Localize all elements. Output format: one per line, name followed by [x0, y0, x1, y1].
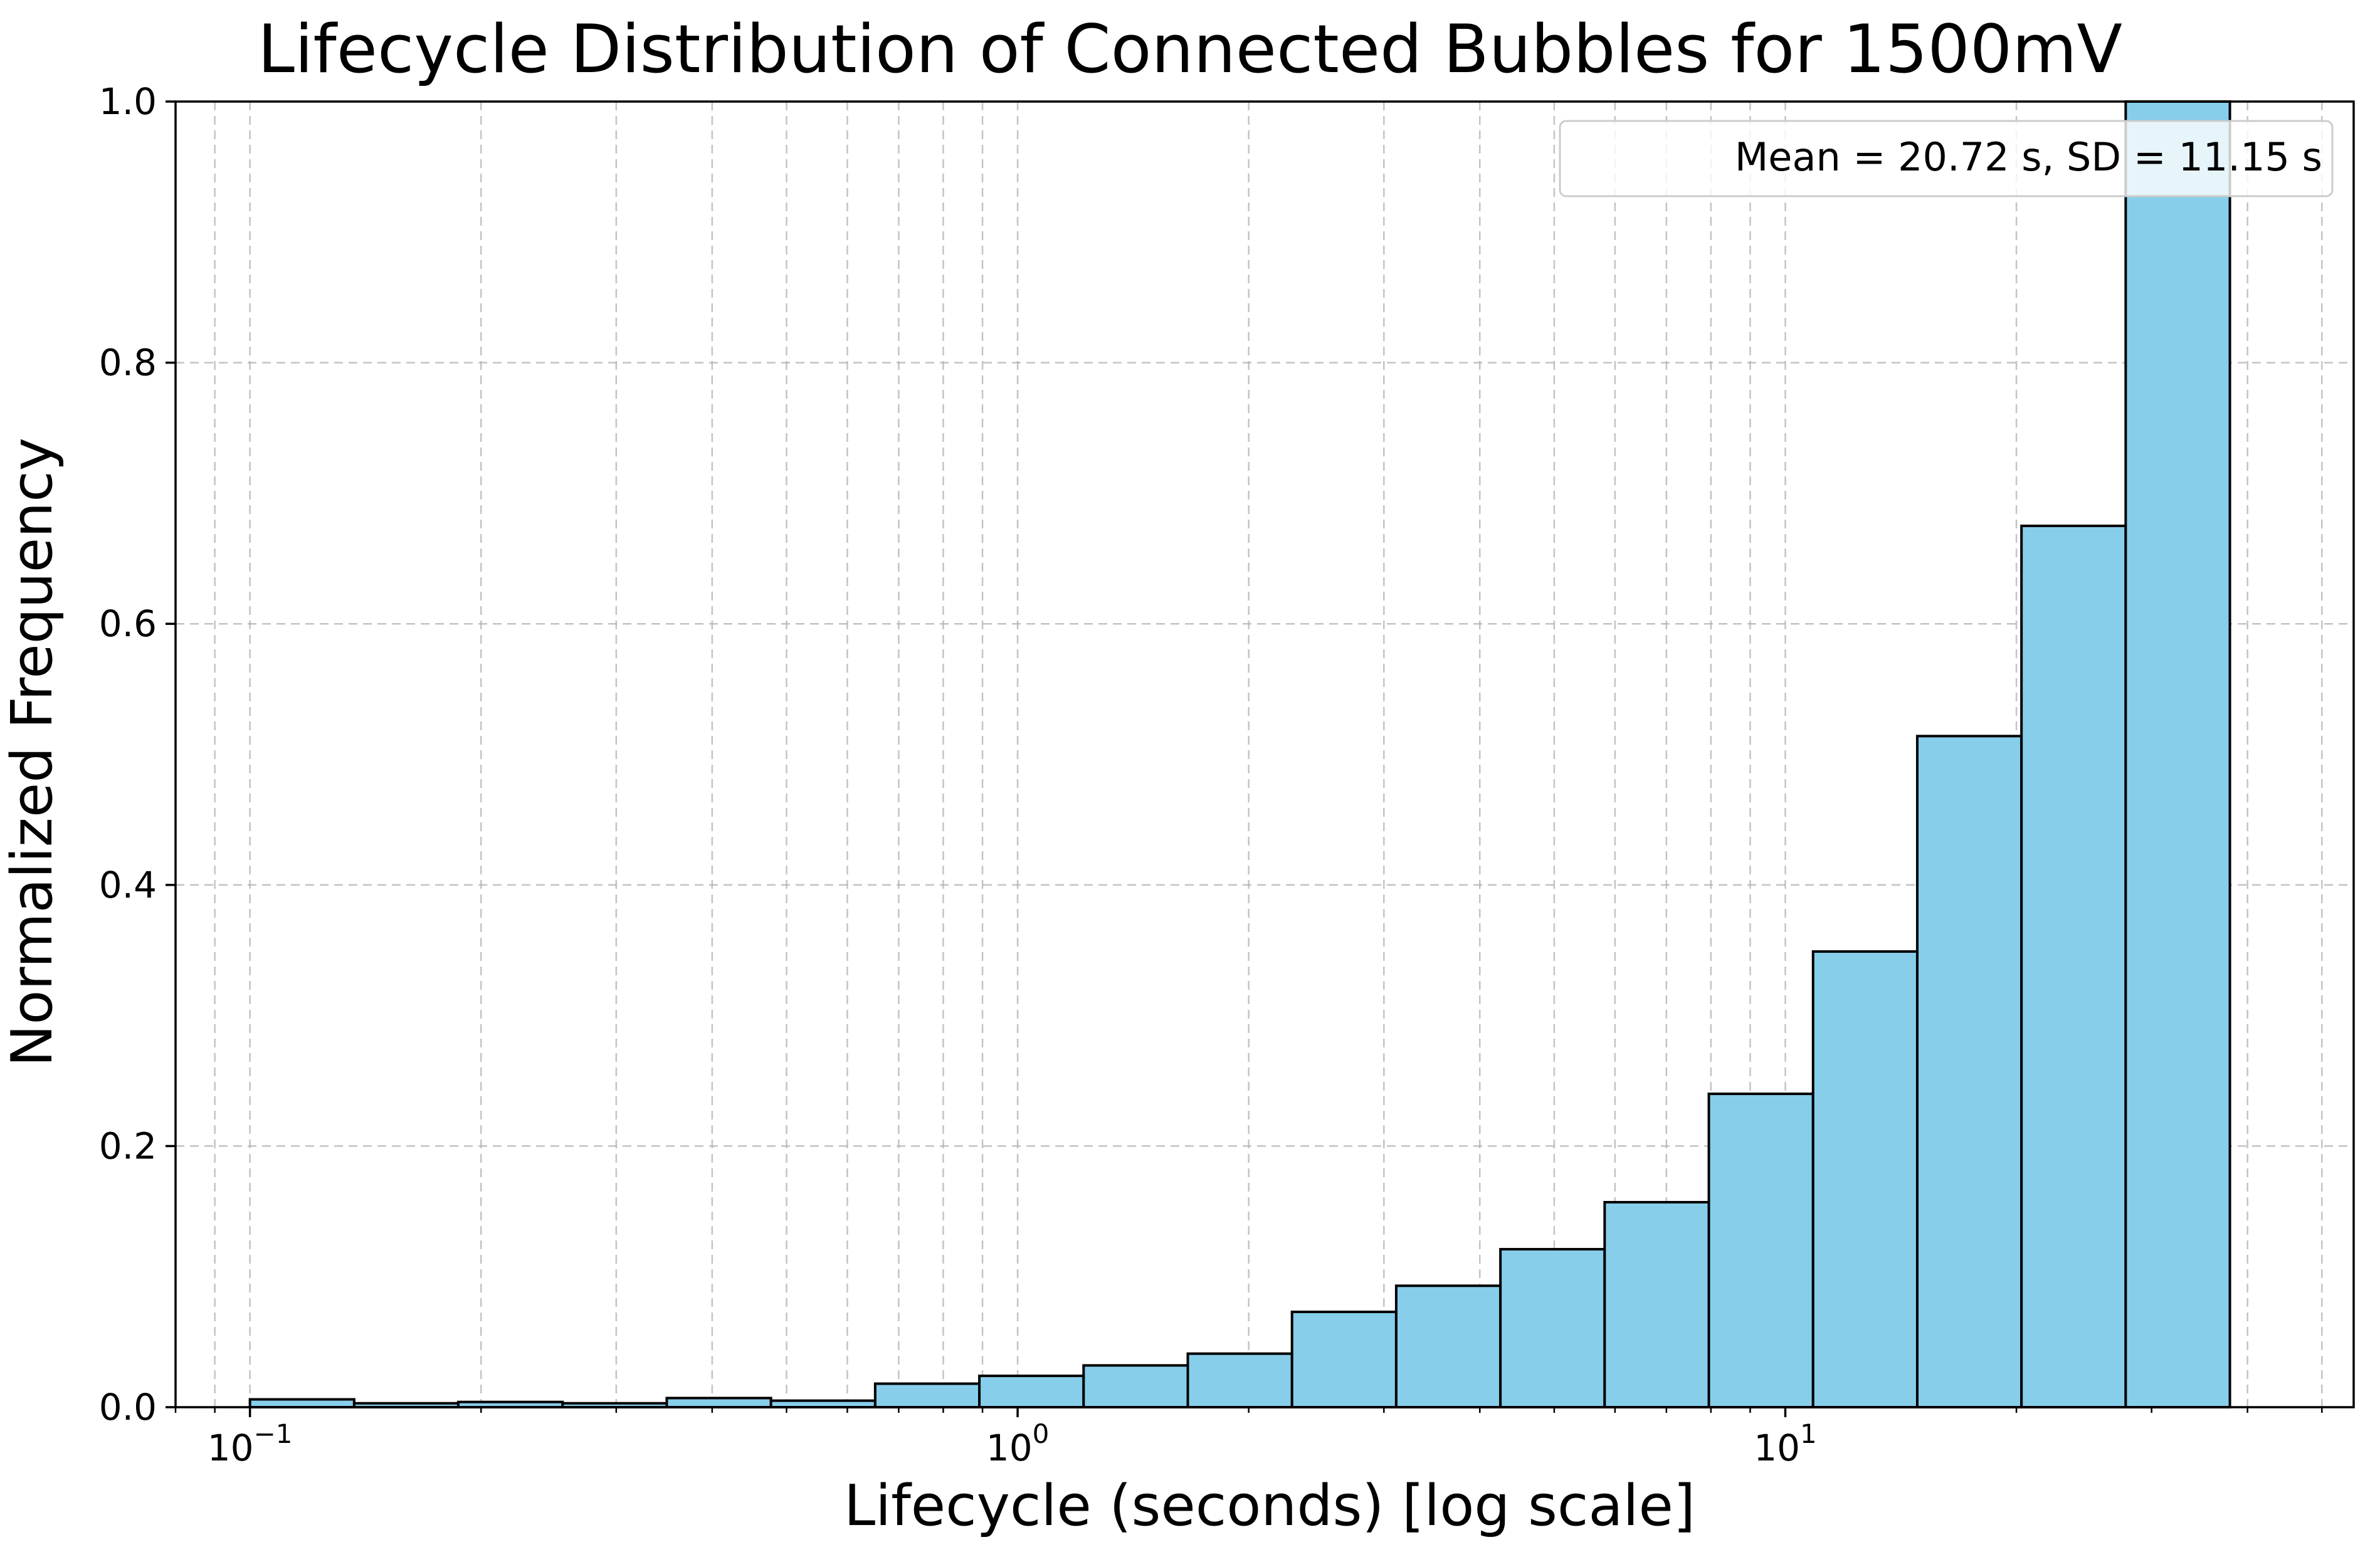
plot-frame: [174, 100, 2355, 1408]
histogram-bar: [1707, 1093, 1814, 1408]
bars-layer: [248, 100, 2231, 1409]
y-tick-label: 1.0: [99, 80, 157, 123]
histogram-bar: [978, 1375, 1085, 1409]
histogram-bar: [873, 1382, 981, 1409]
x-axis-label: Lifecycle (seconds) [log scale]: [844, 1473, 1695, 1539]
x-tick-label: 101: [1754, 1418, 1817, 1469]
x-tick-label: 10−1: [208, 1418, 293, 1469]
y-tick-label: 0.4: [99, 864, 157, 906]
histogram-bar: [1811, 950, 1919, 1408]
histogram-bar: [1186, 1352, 1293, 1408]
histogram-bar: [2124, 100, 2231, 1408]
y-tick-label: 0.6: [99, 602, 157, 645]
histogram-bar: [2020, 524, 2127, 1408]
x-tick-label: 100: [986, 1418, 1050, 1469]
histogram-bar: [1082, 1364, 1189, 1408]
histogram-bar: [1603, 1200, 1710, 1408]
y-tick-label: 0.0: [99, 1386, 157, 1429]
histogram-bar: [1394, 1284, 1502, 1408]
histogram-bar: [1499, 1247, 1606, 1409]
histogram-bar: [1290, 1310, 1398, 1408]
histogram-bar: [248, 1398, 355, 1408]
y-tick-label: 0.2: [99, 1124, 157, 1167]
y-axis-label: Normalized Frequency: [0, 438, 65, 1067]
chart-title: Lifecycle Distribution of Connected Bubb…: [258, 11, 2122, 88]
y-tick-label: 0.8: [99, 342, 157, 384]
legend-entry: Mean = 20.72 s, SD = 11.15 s: [1735, 134, 2322, 180]
histogram-bar: [665, 1397, 772, 1408]
histogram-bar: [1915, 735, 2023, 1408]
axes-layer: [174, 100, 2355, 1408]
legend-box: [1559, 120, 2334, 197]
ticks-layer: 0.0 0.2 0.4 0.6 0.8 1.0 10−1 100 101: [99, 80, 2323, 1469]
legend: Mean = 20.72 s, SD = 11.15 s: [1559, 120, 2334, 197]
